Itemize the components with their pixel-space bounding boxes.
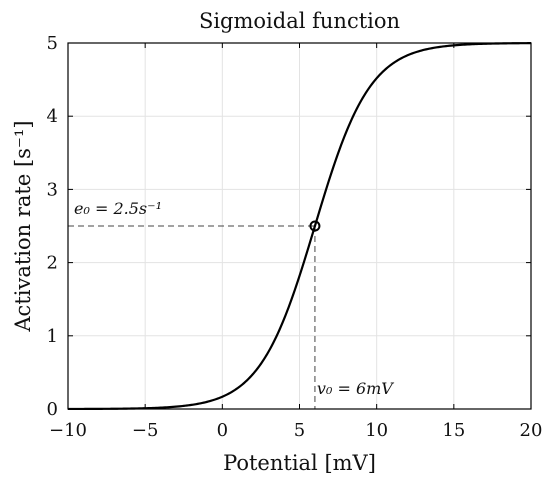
y-tick-label: 1 bbox=[47, 326, 58, 347]
chart-title: Sigmoidal function bbox=[199, 9, 400, 33]
y-tick-label: 2 bbox=[47, 253, 58, 274]
x-tick-label: −5 bbox=[132, 420, 159, 441]
x-tick-label: 20 bbox=[520, 420, 543, 441]
y-tick-label: 5 bbox=[47, 33, 58, 54]
x-tick-label: 5 bbox=[294, 420, 305, 441]
x-tick-label: 0 bbox=[217, 420, 228, 441]
y-tick-label: 3 bbox=[47, 179, 58, 200]
tick-labels: −10 −5 0 5 10 15 20 0 1 2 3 4 5 bbox=[47, 33, 543, 441]
ticks bbox=[67, 42, 532, 410]
x-tick-label: 10 bbox=[365, 420, 388, 441]
annotation-guides bbox=[68, 225, 316, 409]
y-tick-label: 0 bbox=[47, 399, 58, 420]
midpoint-marker bbox=[309, 220, 321, 232]
v0-annotation: v₀ = 6mV bbox=[317, 379, 394, 398]
e0-annotation: e₀ = 2.5s⁻¹ bbox=[74, 199, 162, 218]
x-axis-label: Potential [mV] bbox=[223, 451, 376, 475]
x-tick-label: −10 bbox=[49, 420, 87, 441]
x-tick-label: 15 bbox=[442, 420, 465, 441]
y-axis-label: Activation rate [s⁻¹] bbox=[11, 120, 35, 332]
y-tick-label: 4 bbox=[47, 106, 58, 127]
